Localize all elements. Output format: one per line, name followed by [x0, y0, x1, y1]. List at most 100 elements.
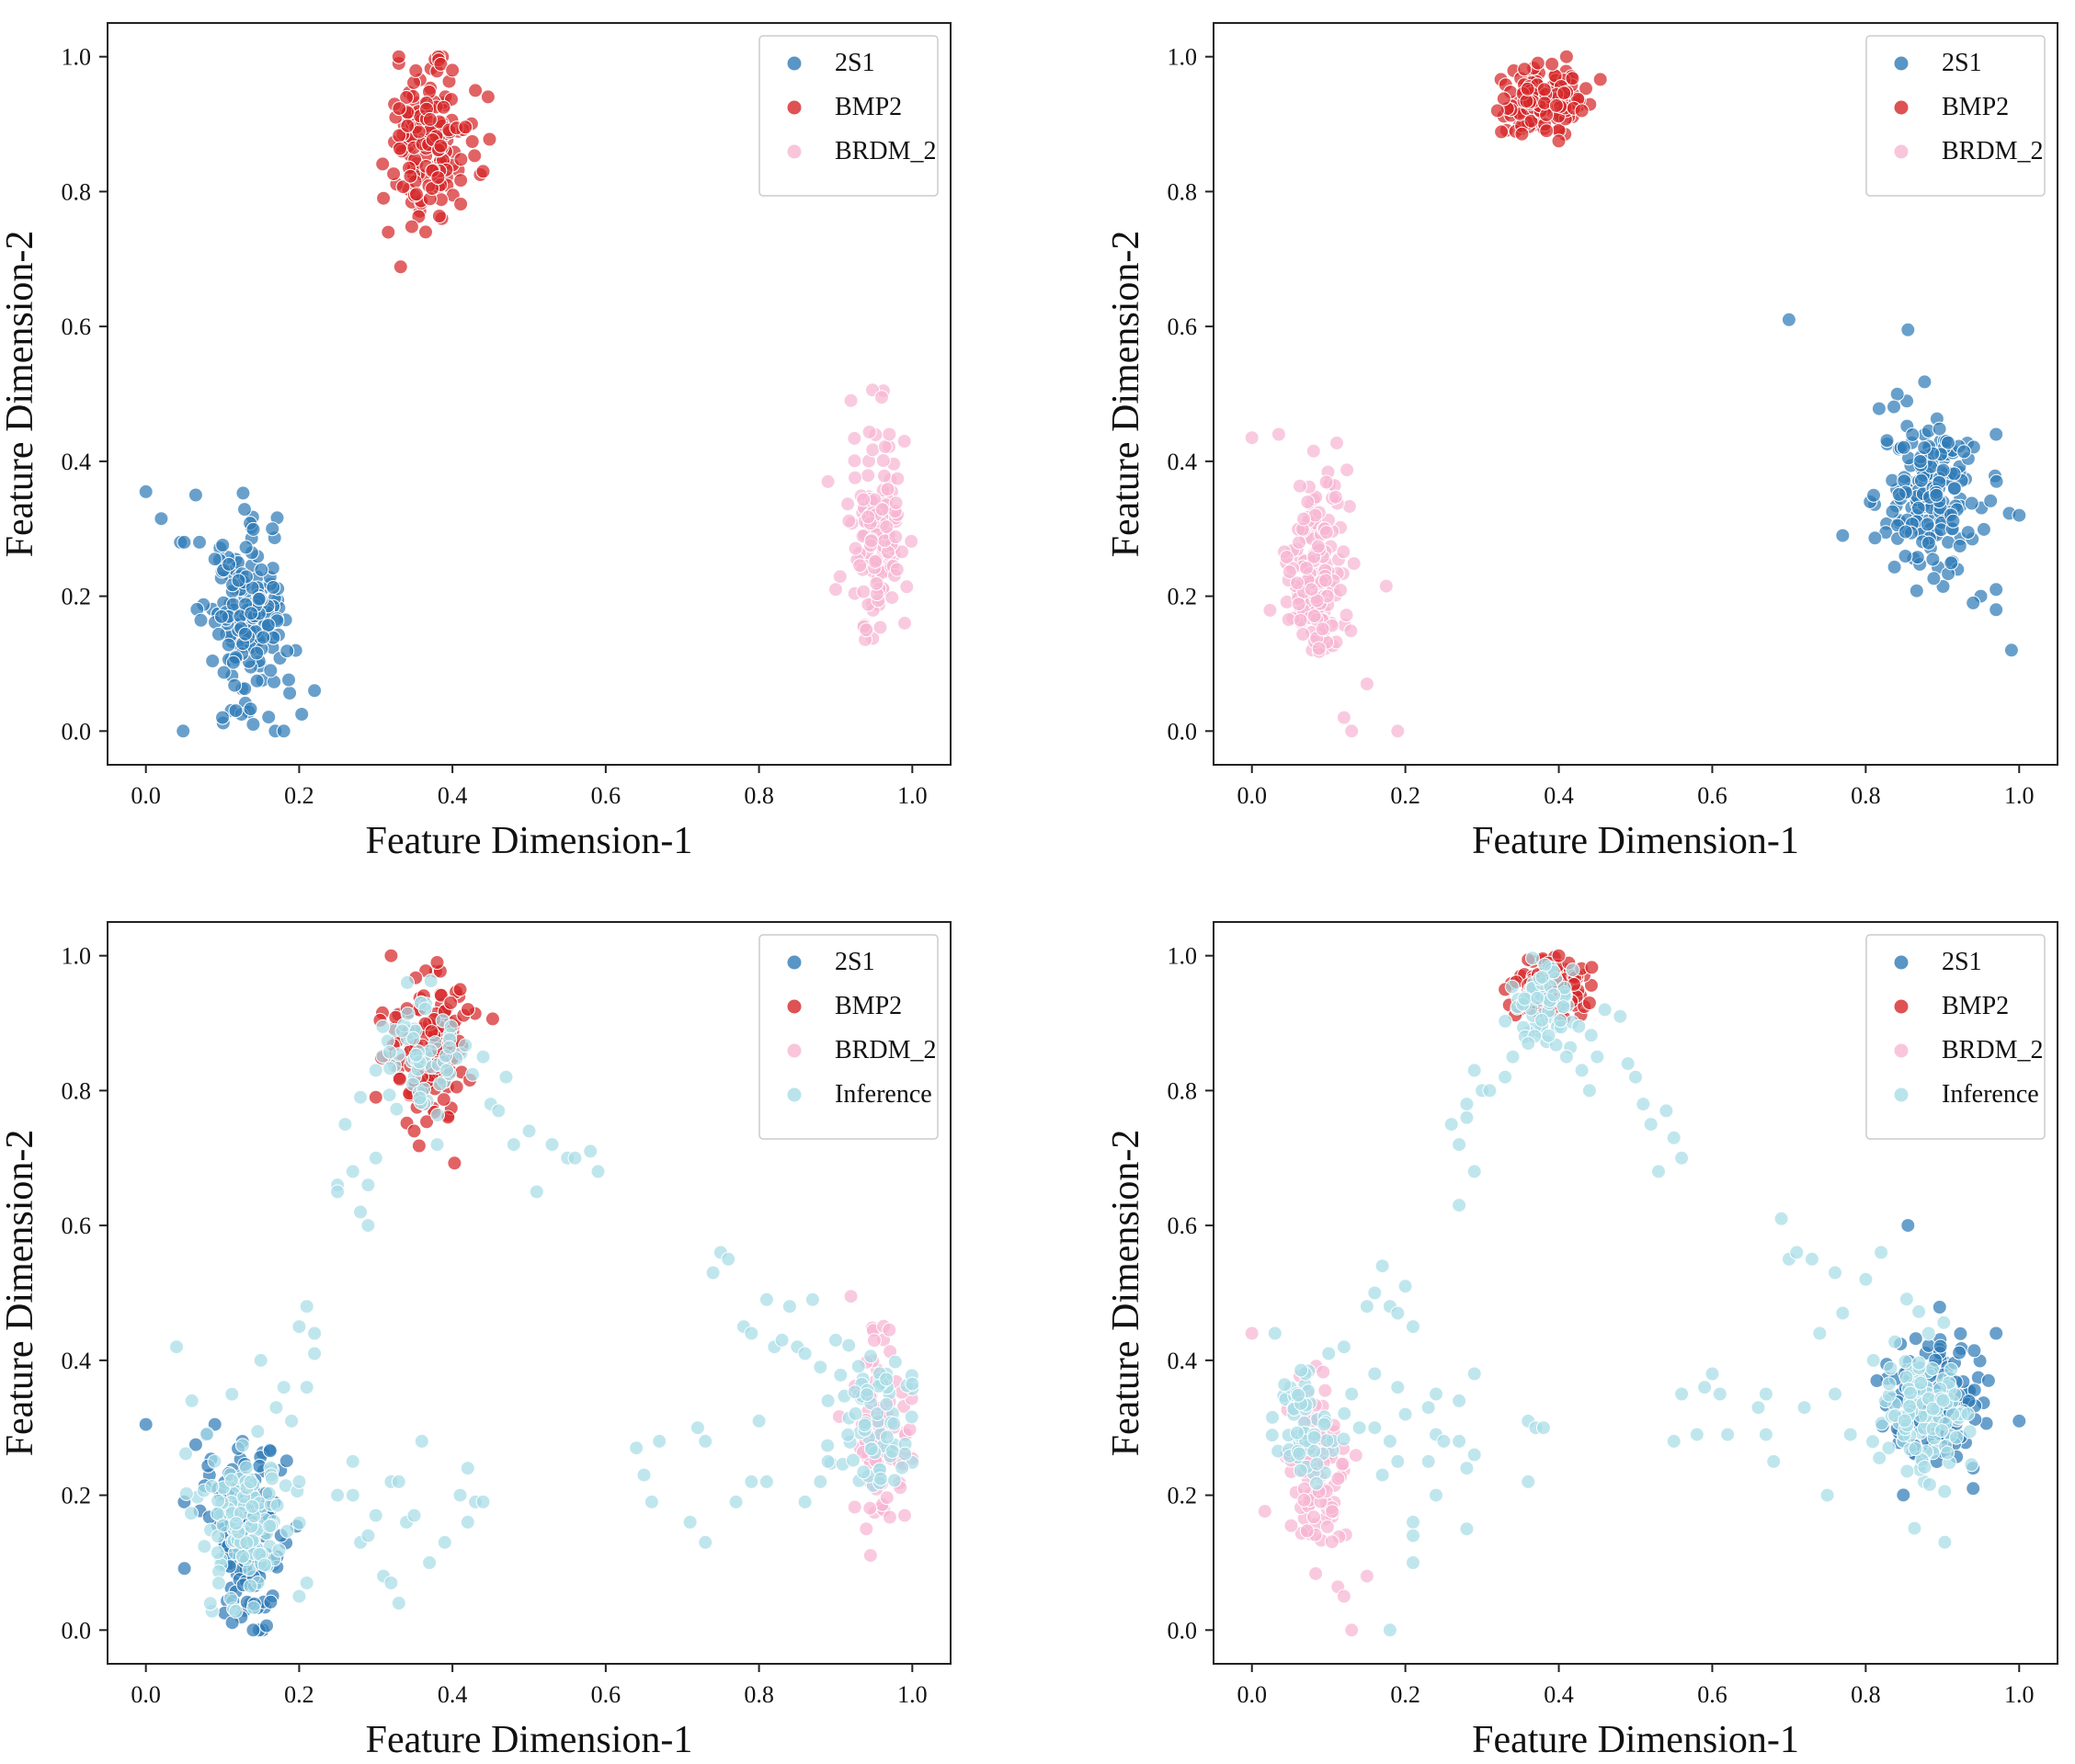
point-BMP2	[1536, 82, 1552, 97]
legend: 2S1 BMP2 BRDM_2 Inference	[1865, 934, 2046, 1140]
point-BMP2	[453, 197, 469, 211]
point-BRDM_2	[868, 553, 884, 569]
point-BRDM_2	[897, 1508, 912, 1523]
point-Inference	[1911, 1355, 1927, 1371]
legend-marker	[1893, 998, 1910, 1015]
point-2S1	[279, 1453, 294, 1469]
point-BRDM_2	[1325, 1504, 1340, 1519]
point-BRDM_2	[888, 495, 904, 511]
x-tick-label: 0.8	[1851, 1681, 1881, 1708]
point-2S1	[1896, 439, 1911, 455]
point-2S1	[1983, 493, 1999, 508]
legend-label: 2S1	[1942, 49, 1982, 77]
point-2S1	[1781, 312, 1796, 327]
x-tick-label: 1.0	[897, 782, 928, 809]
point-BRDM_2	[1244, 430, 1260, 446]
legend: 2S1 BMP2 BRDM_2 Inference	[758, 934, 939, 1140]
point-Inference	[210, 1506, 225, 1521]
point-BMP2	[453, 173, 469, 188]
point-Inference	[368, 1063, 383, 1078]
point-2S1	[1989, 1326, 2004, 1341]
y-tick-label: 0.6	[62, 313, 92, 340]
point-BRDM_2	[1299, 561, 1314, 575]
point-BMP2	[1545, 56, 1560, 72]
point-Inference	[629, 1440, 644, 1456]
y-tick-label: 1.0	[62, 44, 92, 71]
point-Inference	[1466, 1063, 1482, 1078]
point-2S1	[1976, 521, 1991, 537]
point-2S1	[1953, 1326, 1968, 1341]
point-2S1	[254, 562, 269, 577]
point-BMP2	[449, 1079, 464, 1095]
point-2S1	[138, 1417, 154, 1432]
x-tick-label: 0.2	[1390, 1681, 1420, 1708]
legend-label: BMP2	[835, 992, 902, 1020]
point-Inference	[1267, 1326, 1283, 1341]
point-2S1	[265, 521, 280, 537]
point-Inference	[644, 1494, 659, 1509]
point-Inference	[1367, 1420, 1383, 1436]
point-2S1	[260, 618, 276, 632]
point-BRDM_2	[1299, 1523, 1315, 1539]
point-Inference	[774, 1332, 790, 1348]
y-tick-label: 0.0	[62, 1617, 92, 1644]
point-Inference	[429, 1137, 445, 1153]
point-2S1	[1887, 399, 1901, 415]
scatter-panel-2: 0.0 0.2 0.4 0.6 0.8 1.0 0.0 0.2 0.4 0.6 0.8 1.0 Feat…	[1105, 22, 2058, 862]
point-Inference	[330, 1487, 346, 1503]
point-2S1	[279, 643, 295, 659]
point-2S1	[176, 723, 191, 739]
point-2S1	[243, 701, 258, 717]
point-Inference	[1581, 1083, 1597, 1098]
point-Inference	[1466, 1447, 1482, 1462]
x-tick-label: 0.4	[438, 1681, 468, 1708]
point-2S1	[1945, 513, 1961, 529]
point-Inference	[1277, 1377, 1293, 1393]
y-tick-label: 0.4	[1168, 449, 1198, 475]
point-Inference	[705, 1265, 721, 1280]
legend-marker	[1893, 1042, 1910, 1059]
point-BRDM_2	[843, 393, 859, 408]
point-BRDM_2	[874, 390, 889, 405]
point-BMP2	[464, 134, 480, 149]
point-2S1	[1900, 1218, 1916, 1234]
point-2S1	[1885, 504, 1900, 519]
point-BMP2	[458, 119, 473, 135]
point-2S1	[259, 1618, 274, 1633]
point-Inference	[1903, 1385, 1919, 1401]
point-2S1	[238, 540, 254, 555]
point-Inference	[441, 1040, 457, 1055]
point-Inference	[1498, 1013, 1513, 1029]
point-BMP2	[375, 156, 391, 172]
point-2S1	[1913, 472, 1929, 488]
point-2S1	[227, 677, 243, 693]
point-BMP2	[1579, 81, 1593, 97]
point-2S1	[1867, 530, 1883, 546]
point-Inference	[1643, 1117, 1659, 1132]
legend-marker	[786, 99, 803, 116]
point-BRDM_2	[1344, 1622, 1360, 1638]
x-tick-label: 0.0	[1237, 1681, 1267, 1708]
point-2S1	[237, 502, 252, 518]
point-BMP2	[411, 1138, 427, 1154]
point-BRDM_2	[1306, 1509, 1321, 1525]
point-2S1	[1910, 550, 1925, 565]
point-Inference	[1521, 1036, 1536, 1052]
point-BRDM_2	[1336, 1588, 1351, 1604]
point-Inference	[1553, 1013, 1568, 1029]
point-2S1	[1964, 495, 1979, 511]
point-BMP2	[1514, 126, 1530, 142]
point-Inference	[1872, 1451, 1887, 1466]
point-BRDM_2	[1316, 1364, 1331, 1380]
point-Inference	[1773, 1211, 1789, 1226]
point-Inference	[1659, 1103, 1674, 1119]
points-layer	[1244, 948, 2027, 1638]
point-2S1	[1921, 535, 1936, 551]
point-2S1	[1932, 1338, 1948, 1354]
point-Inference	[1858, 1271, 1874, 1287]
point-2S1	[1912, 454, 1928, 469]
point-BRDM_2	[1329, 435, 1344, 450]
point-Inference	[279, 1523, 295, 1539]
point-Inference	[1443, 1117, 1459, 1132]
point-Inference	[1290, 1425, 1305, 1440]
